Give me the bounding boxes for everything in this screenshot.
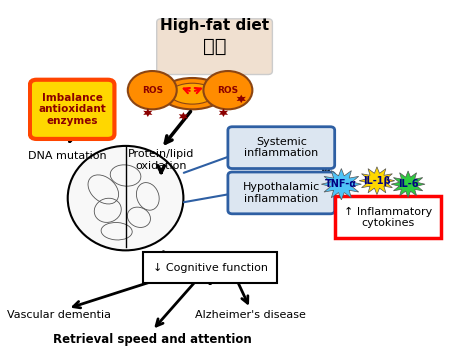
Polygon shape	[321, 168, 361, 200]
FancyBboxPatch shape	[30, 80, 114, 139]
Polygon shape	[219, 109, 228, 117]
Text: ↑ Inflammatory
cytokines: ↑ Inflammatory cytokines	[344, 206, 432, 228]
Polygon shape	[391, 171, 425, 198]
Text: Protein/lipid
oxidation: Protein/lipid oxidation	[128, 149, 194, 171]
Polygon shape	[143, 109, 153, 117]
Text: Imbalance
antioxidant
enzymes: Imbalance antioxidant enzymes	[38, 93, 106, 126]
Text: ROS: ROS	[142, 86, 163, 95]
Ellipse shape	[161, 78, 223, 110]
Text: DNA mutation: DNA mutation	[28, 151, 107, 161]
Text: IL-1β: IL-1β	[363, 176, 391, 186]
Text: Retrieval speed and attention: Retrieval speed and attention	[53, 333, 252, 346]
Circle shape	[203, 71, 252, 110]
Ellipse shape	[68, 146, 183, 250]
FancyBboxPatch shape	[228, 127, 335, 168]
Text: High-fat diet: High-fat diet	[160, 18, 269, 33]
Text: Vascular dementia: Vascular dementia	[7, 310, 111, 320]
Text: IL-6: IL-6	[398, 179, 419, 189]
Text: Alzheimer's disease: Alzheimer's disease	[195, 310, 306, 320]
Text: Systemic
inflammation: Systemic inflammation	[244, 137, 319, 158]
Text: Hypothalamic
inflammation: Hypothalamic inflammation	[243, 182, 320, 204]
FancyBboxPatch shape	[228, 172, 335, 214]
FancyBboxPatch shape	[143, 252, 277, 284]
FancyBboxPatch shape	[335, 197, 441, 238]
Text: ↓ Cognitive function: ↓ Cognitive function	[153, 263, 268, 273]
Polygon shape	[179, 112, 188, 120]
FancyBboxPatch shape	[157, 19, 273, 74]
Ellipse shape	[170, 83, 215, 104]
Text: ROS: ROS	[218, 86, 238, 95]
Text: TNF-α: TNF-α	[325, 179, 357, 189]
Circle shape	[128, 71, 177, 110]
Polygon shape	[237, 95, 246, 103]
Polygon shape	[359, 167, 395, 195]
Text: 🍩🍔: 🍩🍔	[203, 37, 226, 56]
